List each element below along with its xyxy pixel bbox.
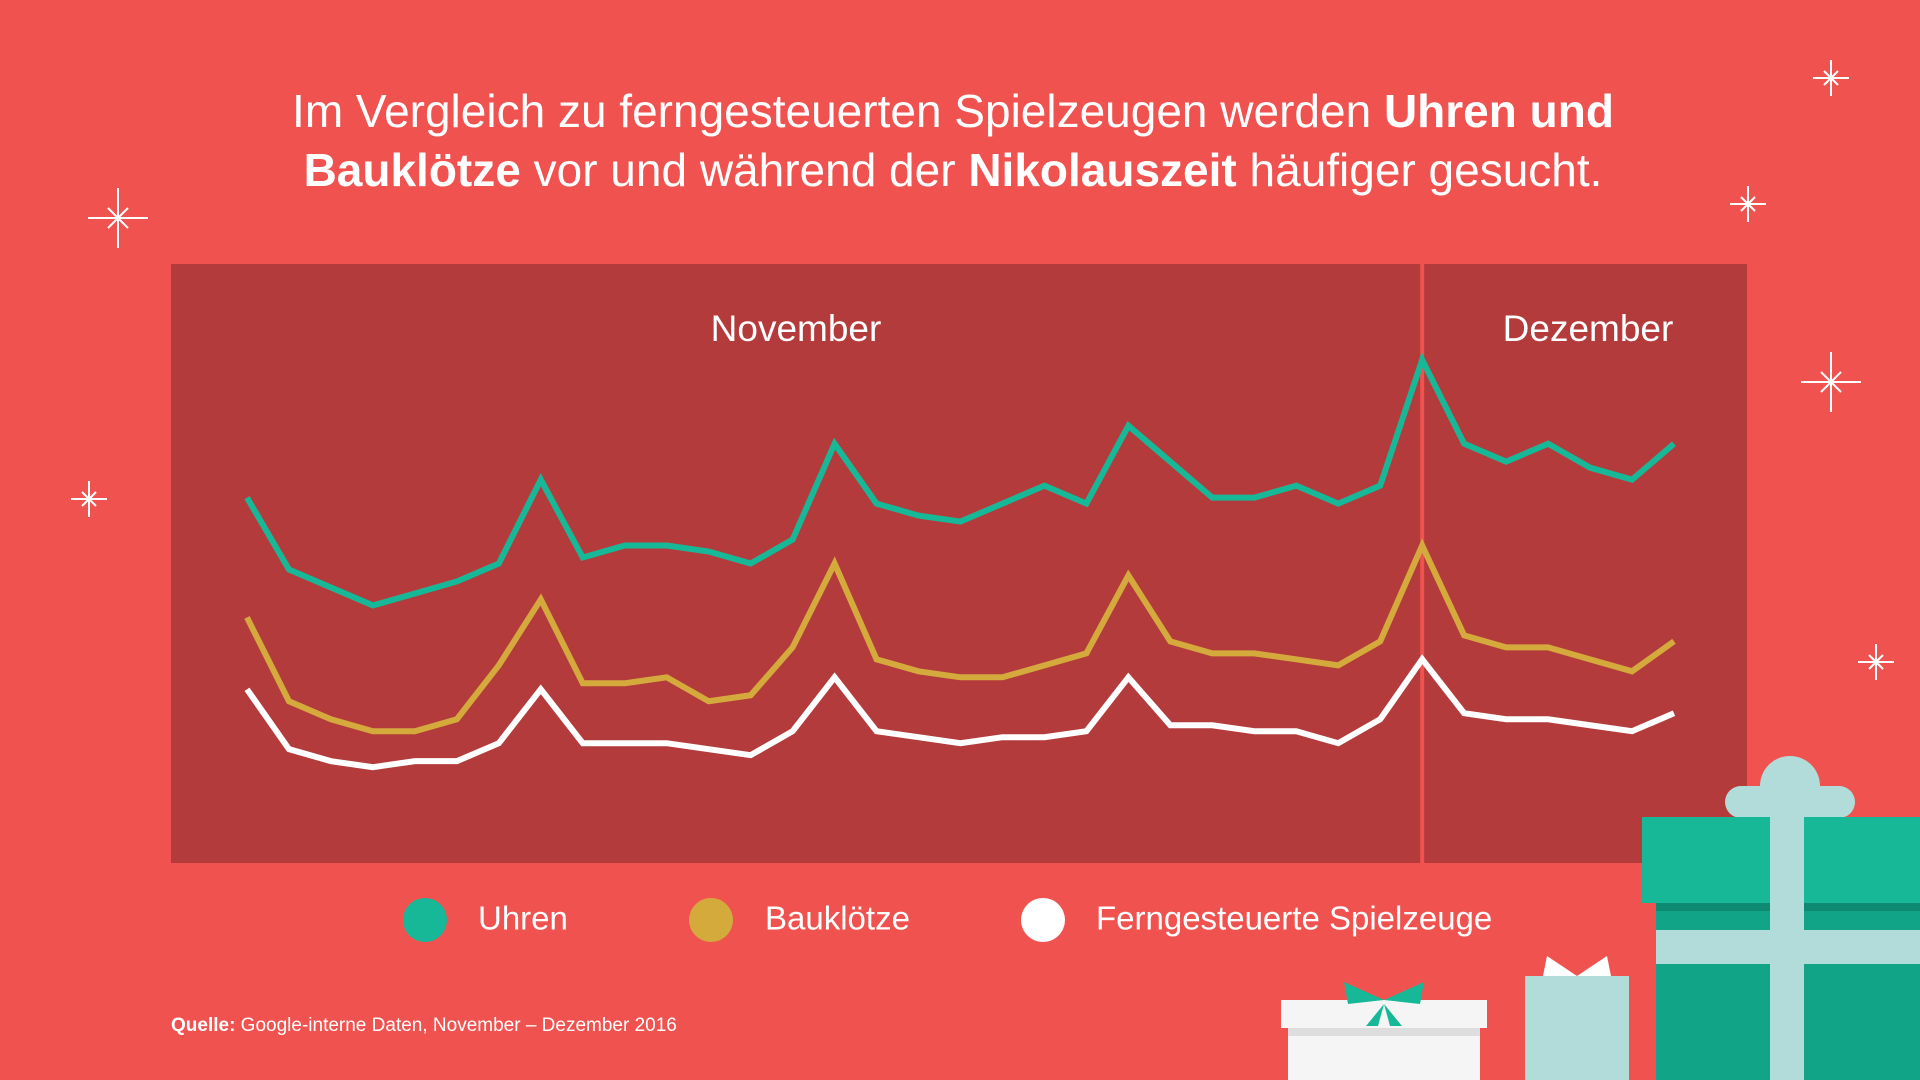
title-text: Bauklötze xyxy=(303,144,521,196)
series-line xyxy=(244,538,1676,735)
month-label: Dezember xyxy=(1503,308,1674,349)
plot-area xyxy=(171,264,1747,863)
title-text: häufiger gesucht. xyxy=(1236,144,1603,196)
source: Quelle: Google-interne Daten, November –… xyxy=(171,1015,677,1037)
series-line xyxy=(244,654,1676,771)
gifts xyxy=(1281,756,1920,1080)
source-label: Quelle: xyxy=(171,1015,236,1036)
series-line xyxy=(244,352,1676,609)
source-text: Google-interne Daten, November – Dezembe… xyxy=(235,1015,677,1036)
legend-swatch xyxy=(403,898,447,942)
decorations xyxy=(71,60,1894,680)
plot: November Dezember Uhren Bauklötze Ferngesteu… xyxy=(244,264,1676,942)
legend-label: Uhren xyxy=(478,900,568,937)
legend-label: Ferngesteuerte Spielzeuge xyxy=(1096,900,1492,937)
month-label: November xyxy=(711,308,882,349)
title-text: vor und während der xyxy=(520,144,969,196)
title: Im Vergleich zu ferngesteuerten Spielzeu… xyxy=(0,82,1906,200)
title-text: Uhren und xyxy=(1383,85,1614,137)
title-text: Im Vergleich zu ferngesteuerten Spielzeu… xyxy=(292,85,1384,137)
legend-swatch xyxy=(1021,898,1065,942)
title-text: Nikolauszeit xyxy=(968,144,1237,196)
legend-swatch xyxy=(689,898,733,942)
legend-label: Bauklötze xyxy=(765,900,910,937)
